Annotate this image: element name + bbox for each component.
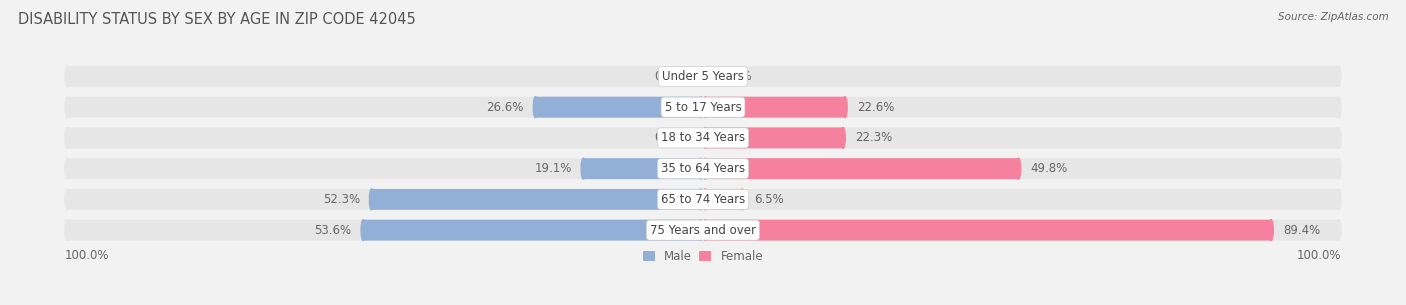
Ellipse shape [703, 220, 707, 241]
Ellipse shape [1337, 97, 1341, 118]
Ellipse shape [703, 189, 707, 210]
Ellipse shape [370, 189, 374, 210]
FancyBboxPatch shape [67, 189, 1339, 210]
Text: 35 to 64 Years: 35 to 64 Years [661, 162, 745, 175]
Text: 53.6%: 53.6% [315, 224, 352, 237]
Text: 18 to 34 Years: 18 to 34 Years [661, 131, 745, 144]
Text: 65 to 74 Years: 65 to 74 Years [661, 193, 745, 206]
Text: 0.0%: 0.0% [723, 70, 752, 83]
Ellipse shape [699, 97, 703, 118]
Ellipse shape [841, 127, 845, 148]
Text: 52.3%: 52.3% [323, 193, 360, 206]
Ellipse shape [65, 220, 69, 241]
Ellipse shape [703, 127, 707, 148]
Text: 100.0%: 100.0% [65, 249, 110, 262]
Ellipse shape [65, 158, 69, 179]
Ellipse shape [533, 97, 537, 118]
Ellipse shape [65, 189, 69, 210]
Ellipse shape [361, 220, 366, 241]
FancyBboxPatch shape [67, 127, 1339, 148]
Ellipse shape [1270, 220, 1274, 241]
FancyBboxPatch shape [706, 97, 845, 118]
Ellipse shape [1337, 127, 1341, 148]
Ellipse shape [581, 158, 585, 179]
FancyBboxPatch shape [706, 220, 1271, 241]
Ellipse shape [842, 97, 848, 118]
Text: 75 Years and over: 75 Years and over [650, 224, 756, 237]
Text: 6.5%: 6.5% [754, 193, 783, 206]
FancyBboxPatch shape [371, 189, 700, 210]
Text: 5 to 17 Years: 5 to 17 Years [665, 101, 741, 114]
FancyBboxPatch shape [67, 158, 1339, 179]
Text: 22.3%: 22.3% [855, 131, 891, 144]
Text: 89.4%: 89.4% [1282, 224, 1320, 237]
Text: Under 5 Years: Under 5 Years [662, 70, 744, 83]
Text: 49.8%: 49.8% [1031, 162, 1067, 175]
Text: 22.6%: 22.6% [856, 101, 894, 114]
Ellipse shape [699, 158, 703, 179]
Text: DISABILITY STATUS BY SEX BY AGE IN ZIP CODE 42045: DISABILITY STATUS BY SEX BY AGE IN ZIP C… [18, 12, 416, 27]
Ellipse shape [1337, 220, 1341, 241]
Legend: Male, Female: Male, Female [638, 245, 768, 267]
Ellipse shape [1017, 158, 1021, 179]
FancyBboxPatch shape [706, 189, 742, 210]
FancyBboxPatch shape [583, 158, 700, 179]
FancyBboxPatch shape [363, 220, 700, 241]
Ellipse shape [699, 220, 703, 241]
Text: 19.1%: 19.1% [534, 162, 572, 175]
Ellipse shape [703, 97, 707, 118]
FancyBboxPatch shape [706, 158, 1018, 179]
Text: 100.0%: 100.0% [1296, 249, 1341, 262]
Text: 0.0%: 0.0% [654, 131, 683, 144]
FancyBboxPatch shape [706, 127, 844, 148]
Ellipse shape [740, 189, 744, 210]
Ellipse shape [65, 127, 69, 148]
Ellipse shape [1337, 158, 1341, 179]
Ellipse shape [1337, 189, 1341, 210]
FancyBboxPatch shape [67, 220, 1339, 241]
Text: Source: ZipAtlas.com: Source: ZipAtlas.com [1278, 12, 1389, 22]
FancyBboxPatch shape [536, 97, 700, 118]
Ellipse shape [703, 158, 707, 179]
Ellipse shape [65, 66, 69, 87]
Text: 0.0%: 0.0% [654, 70, 683, 83]
Ellipse shape [65, 97, 69, 118]
Text: 26.6%: 26.6% [486, 101, 524, 114]
Ellipse shape [699, 189, 703, 210]
Ellipse shape [1337, 66, 1341, 87]
FancyBboxPatch shape [67, 66, 1339, 87]
FancyBboxPatch shape [67, 97, 1339, 118]
